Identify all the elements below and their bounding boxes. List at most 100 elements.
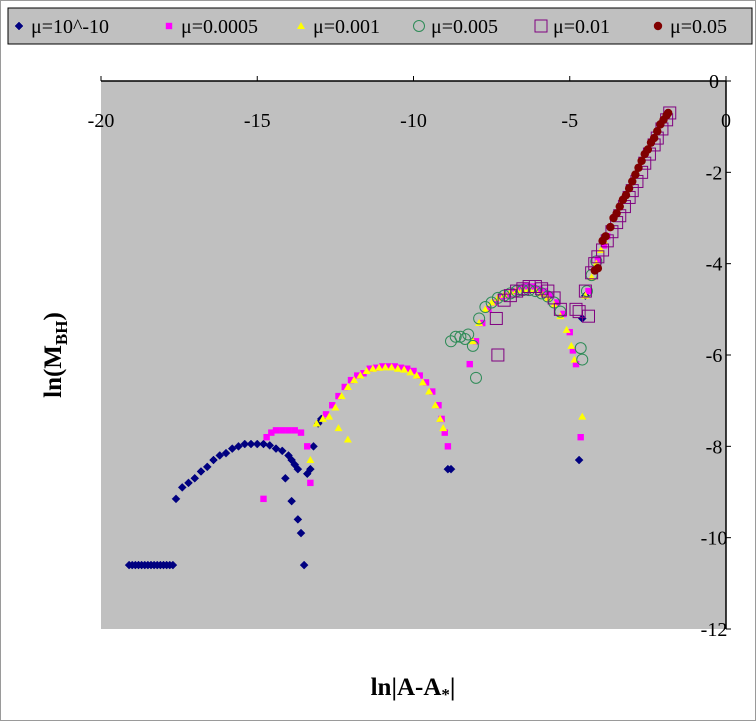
y-tick-label: -10: [701, 528, 728, 550]
data-point: [431, 401, 440, 409]
data-point: [578, 412, 587, 420]
data-point: [569, 347, 577, 354]
data-point: [422, 379, 430, 386]
data-point: [259, 439, 268, 449]
data-point: [462, 328, 475, 341]
data-point: [637, 156, 646, 166]
data-point: [418, 378, 427, 386]
data-point: [628, 177, 637, 186]
data-point: [553, 302, 567, 316]
data-point: [271, 444, 281, 453]
legend-marker: [297, 22, 305, 29]
data-point: [285, 427, 292, 434]
data-point: [366, 365, 373, 372]
data-point: [318, 414, 327, 422]
data-point: [335, 392, 342, 400]
data-point: [446, 464, 456, 474]
data-point: [576, 353, 589, 366]
data-point: [578, 284, 592, 298]
data-point: [221, 448, 231, 458]
y-tick-label: -2: [706, 162, 723, 184]
data-point: [649, 133, 659, 143]
data-point: [227, 444, 237, 453]
data-point: [246, 439, 256, 449]
data-point: [265, 441, 275, 450]
x-tick-label: -5: [561, 110, 578, 132]
data-point: [562, 325, 571, 333]
data-point: [577, 434, 584, 441]
data-point: [215, 451, 225, 460]
data-point: [560, 310, 567, 318]
data-point: [485, 296, 498, 309]
y-axis-ticks: 0 -2 -4 -6 -8 -10 -12: [701, 71, 731, 641]
data-point: [569, 302, 583, 316]
legend-marker: [165, 22, 173, 30]
data-point: [362, 366, 371, 374]
data-point: [601, 232, 610, 241]
data-point: [287, 496, 296, 506]
y-tick-label: -4: [706, 254, 723, 276]
data-point: [400, 365, 409, 373]
legend-box: [7, 7, 753, 45]
data-point: [171, 494, 181, 504]
data-point: [354, 372, 361, 379]
data-point: [375, 363, 384, 371]
y-axis-title: ln(MBH): [40, 312, 71, 398]
data-point: [381, 363, 390, 371]
data-points: [124, 106, 677, 570]
data-point: [497, 294, 505, 302]
legend-marker: [534, 19, 548, 33]
data-point: [322, 411, 330, 418]
data-point: [591, 250, 605, 264]
legend-marker: [653, 21, 663, 31]
legend-label: μ=0.001: [313, 16, 380, 38]
data-point: [387, 363, 396, 371]
data-point: [279, 427, 286, 434]
data-point: [466, 339, 479, 352]
data-point: [343, 435, 352, 443]
data-point: [466, 360, 473, 368]
data-point: [252, 439, 262, 449]
data-point: [391, 363, 398, 370]
data-point: [293, 464, 303, 474]
legend-label: μ=10^-10: [31, 16, 109, 38]
data-point: [554, 299, 561, 306]
data-point: [572, 305, 586, 319]
data-point: [240, 439, 250, 449]
data-point: [475, 319, 484, 327]
data-point: [334, 424, 343, 432]
data-point: [473, 312, 486, 325]
data-point: [307, 479, 314, 487]
data-point: [567, 341, 576, 349]
data-point: [470, 371, 482, 384]
data-point: [312, 419, 321, 427]
data-point: [306, 456, 315, 464]
data-point: [504, 292, 511, 299]
data-point: [574, 455, 584, 465]
legend-label: μ=0.01: [553, 16, 610, 38]
data-point: [479, 301, 492, 314]
data-point: [372, 364, 380, 371]
data-point: [260, 495, 267, 503]
data-point: [293, 515, 303, 524]
y-tick-label: -12: [701, 619, 728, 641]
data-point: [306, 464, 315, 474]
data-point: [444, 443, 452, 450]
data-point: [379, 363, 386, 370]
data-point: [485, 306, 492, 313]
data-point: [489, 311, 503, 325]
data-point: [412, 371, 421, 379]
legend-label: μ=0.0005: [181, 16, 258, 38]
data-point: [572, 360, 580, 368]
data-point: [410, 367, 417, 375]
data-point: [416, 372, 423, 379]
data-point: [541, 287, 548, 295]
data-point: [341, 383, 348, 391]
data-point: [663, 108, 673, 118]
data-point: [600, 242, 608, 249]
y-tick-label: -6: [706, 345, 723, 367]
data-point: [291, 427, 298, 434]
data-point: [481, 305, 490, 313]
